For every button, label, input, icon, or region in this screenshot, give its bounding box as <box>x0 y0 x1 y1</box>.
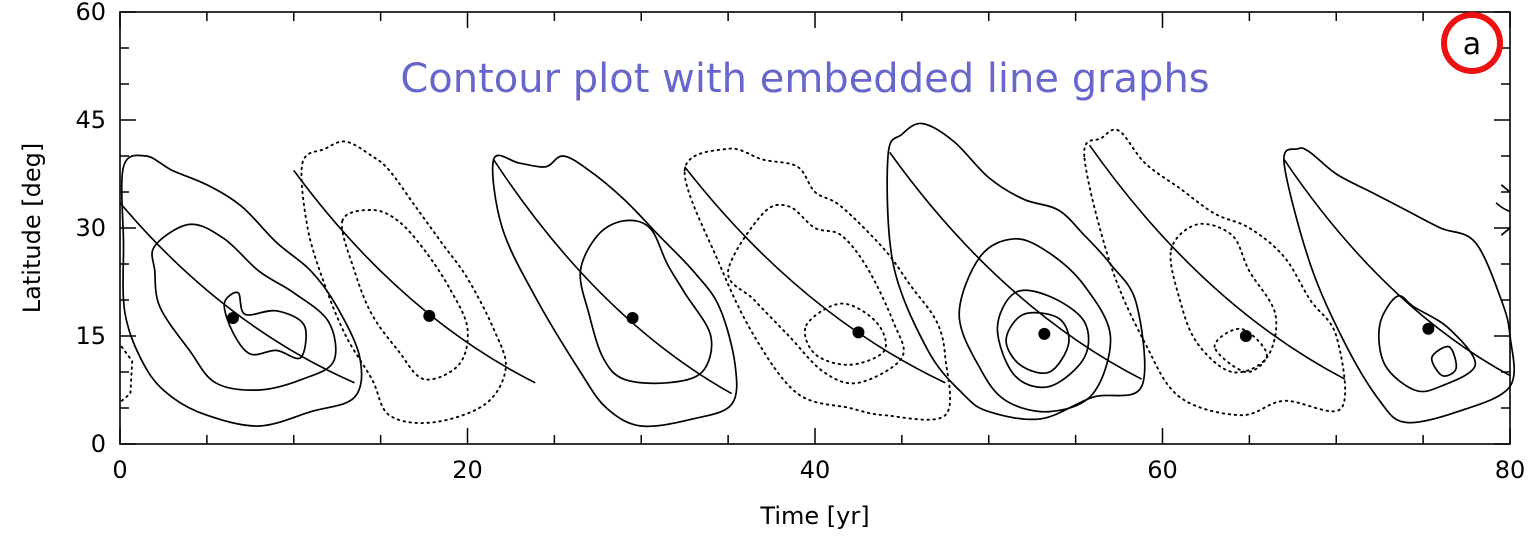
contour-level-1 <box>683 147 952 421</box>
contour-level-3 <box>803 302 887 366</box>
panel-label-text: a <box>1463 27 1481 62</box>
track-curve <box>1495 202 1511 213</box>
peak-point <box>226 312 239 324</box>
contour-level-1 <box>1283 147 1516 424</box>
cycle-1-contours <box>120 154 363 427</box>
contour-level-2 <box>1378 294 1477 393</box>
track-curve <box>684 166 946 384</box>
contour-level-1 <box>300 140 507 424</box>
x-tick-label: 60 <box>1147 456 1178 484</box>
peak-point <box>1038 327 1051 340</box>
track-curve <box>889 151 1143 380</box>
contour-level-1 <box>491 154 738 428</box>
contour-level-2 <box>958 237 1112 413</box>
panel-label-circle <box>1441 12 1503 74</box>
y-tick-label: 0 <box>91 430 106 458</box>
peak-point <box>1422 322 1435 335</box>
contour-level-2 <box>151 223 337 391</box>
y-axis-title: Latitude [deg] <box>18 143 46 313</box>
contour-level-1 <box>120 154 363 427</box>
x-axis-title: Time [yr] <box>759 502 869 530</box>
cycle-2-contours <box>300 140 507 424</box>
contour-level-4 <box>1005 311 1070 375</box>
contour-level-2 <box>579 219 713 385</box>
track-curves <box>119 144 1511 395</box>
y-tick-label: 45 <box>75 106 106 134</box>
cycle-9-contours <box>1500 184 1511 236</box>
y-tick-label: 60 <box>75 0 106 26</box>
contour-level-2 <box>1500 227 1511 236</box>
peak-point <box>1239 330 1252 342</box>
contour-level-1 <box>120 345 134 402</box>
cycle-7-contours <box>1283 147 1516 424</box>
peak-point <box>852 326 865 339</box>
panel-label-badge: a <box>1441 12 1503 74</box>
chart-title: Contour plot with embedded line graphs <box>400 56 1209 102</box>
contour-level-3 <box>1213 327 1268 373</box>
contour-level-1 <box>1083 128 1347 417</box>
contour-level-3 <box>223 291 307 360</box>
x-tick-label: 80 <box>1495 456 1526 484</box>
contour-level-2 <box>340 209 469 381</box>
contour-level-3 <box>996 289 1090 389</box>
contour-level-2 <box>727 203 905 385</box>
contour-level-3 <box>1430 345 1458 377</box>
track-curve <box>119 202 355 384</box>
track-curve <box>1088 144 1346 380</box>
cycle-4-contours <box>683 147 952 421</box>
axis-labels: 0 20 40 60 80 0 15 30 45 60 Time [yr] Latitude [deg… <box>18 0 1525 530</box>
cycle-3-contours <box>491 154 738 428</box>
contour-level-2 <box>1169 222 1278 374</box>
cycle-5-contours <box>886 122 1146 421</box>
x-tick-label: 0 <box>112 456 127 484</box>
y-tick-label: 30 <box>75 214 106 242</box>
peak-markers <box>226 309 1435 342</box>
contour-lines <box>120 122 1516 428</box>
peak-point <box>423 309 436 322</box>
track-curve <box>1283 159 1511 377</box>
track-curve <box>293 169 536 384</box>
y-tick-label: 15 <box>75 322 106 350</box>
peak-point <box>626 312 639 324</box>
contour-level-1 <box>1500 184 1511 193</box>
cycle-6-contours <box>1083 128 1347 417</box>
contour-level-1 <box>886 122 1146 421</box>
cycle-8-contours <box>120 345 134 402</box>
track-curve <box>492 159 732 395</box>
x-tick-label: 40 <box>800 456 831 484</box>
x-tick-label: 20 <box>452 456 483 484</box>
